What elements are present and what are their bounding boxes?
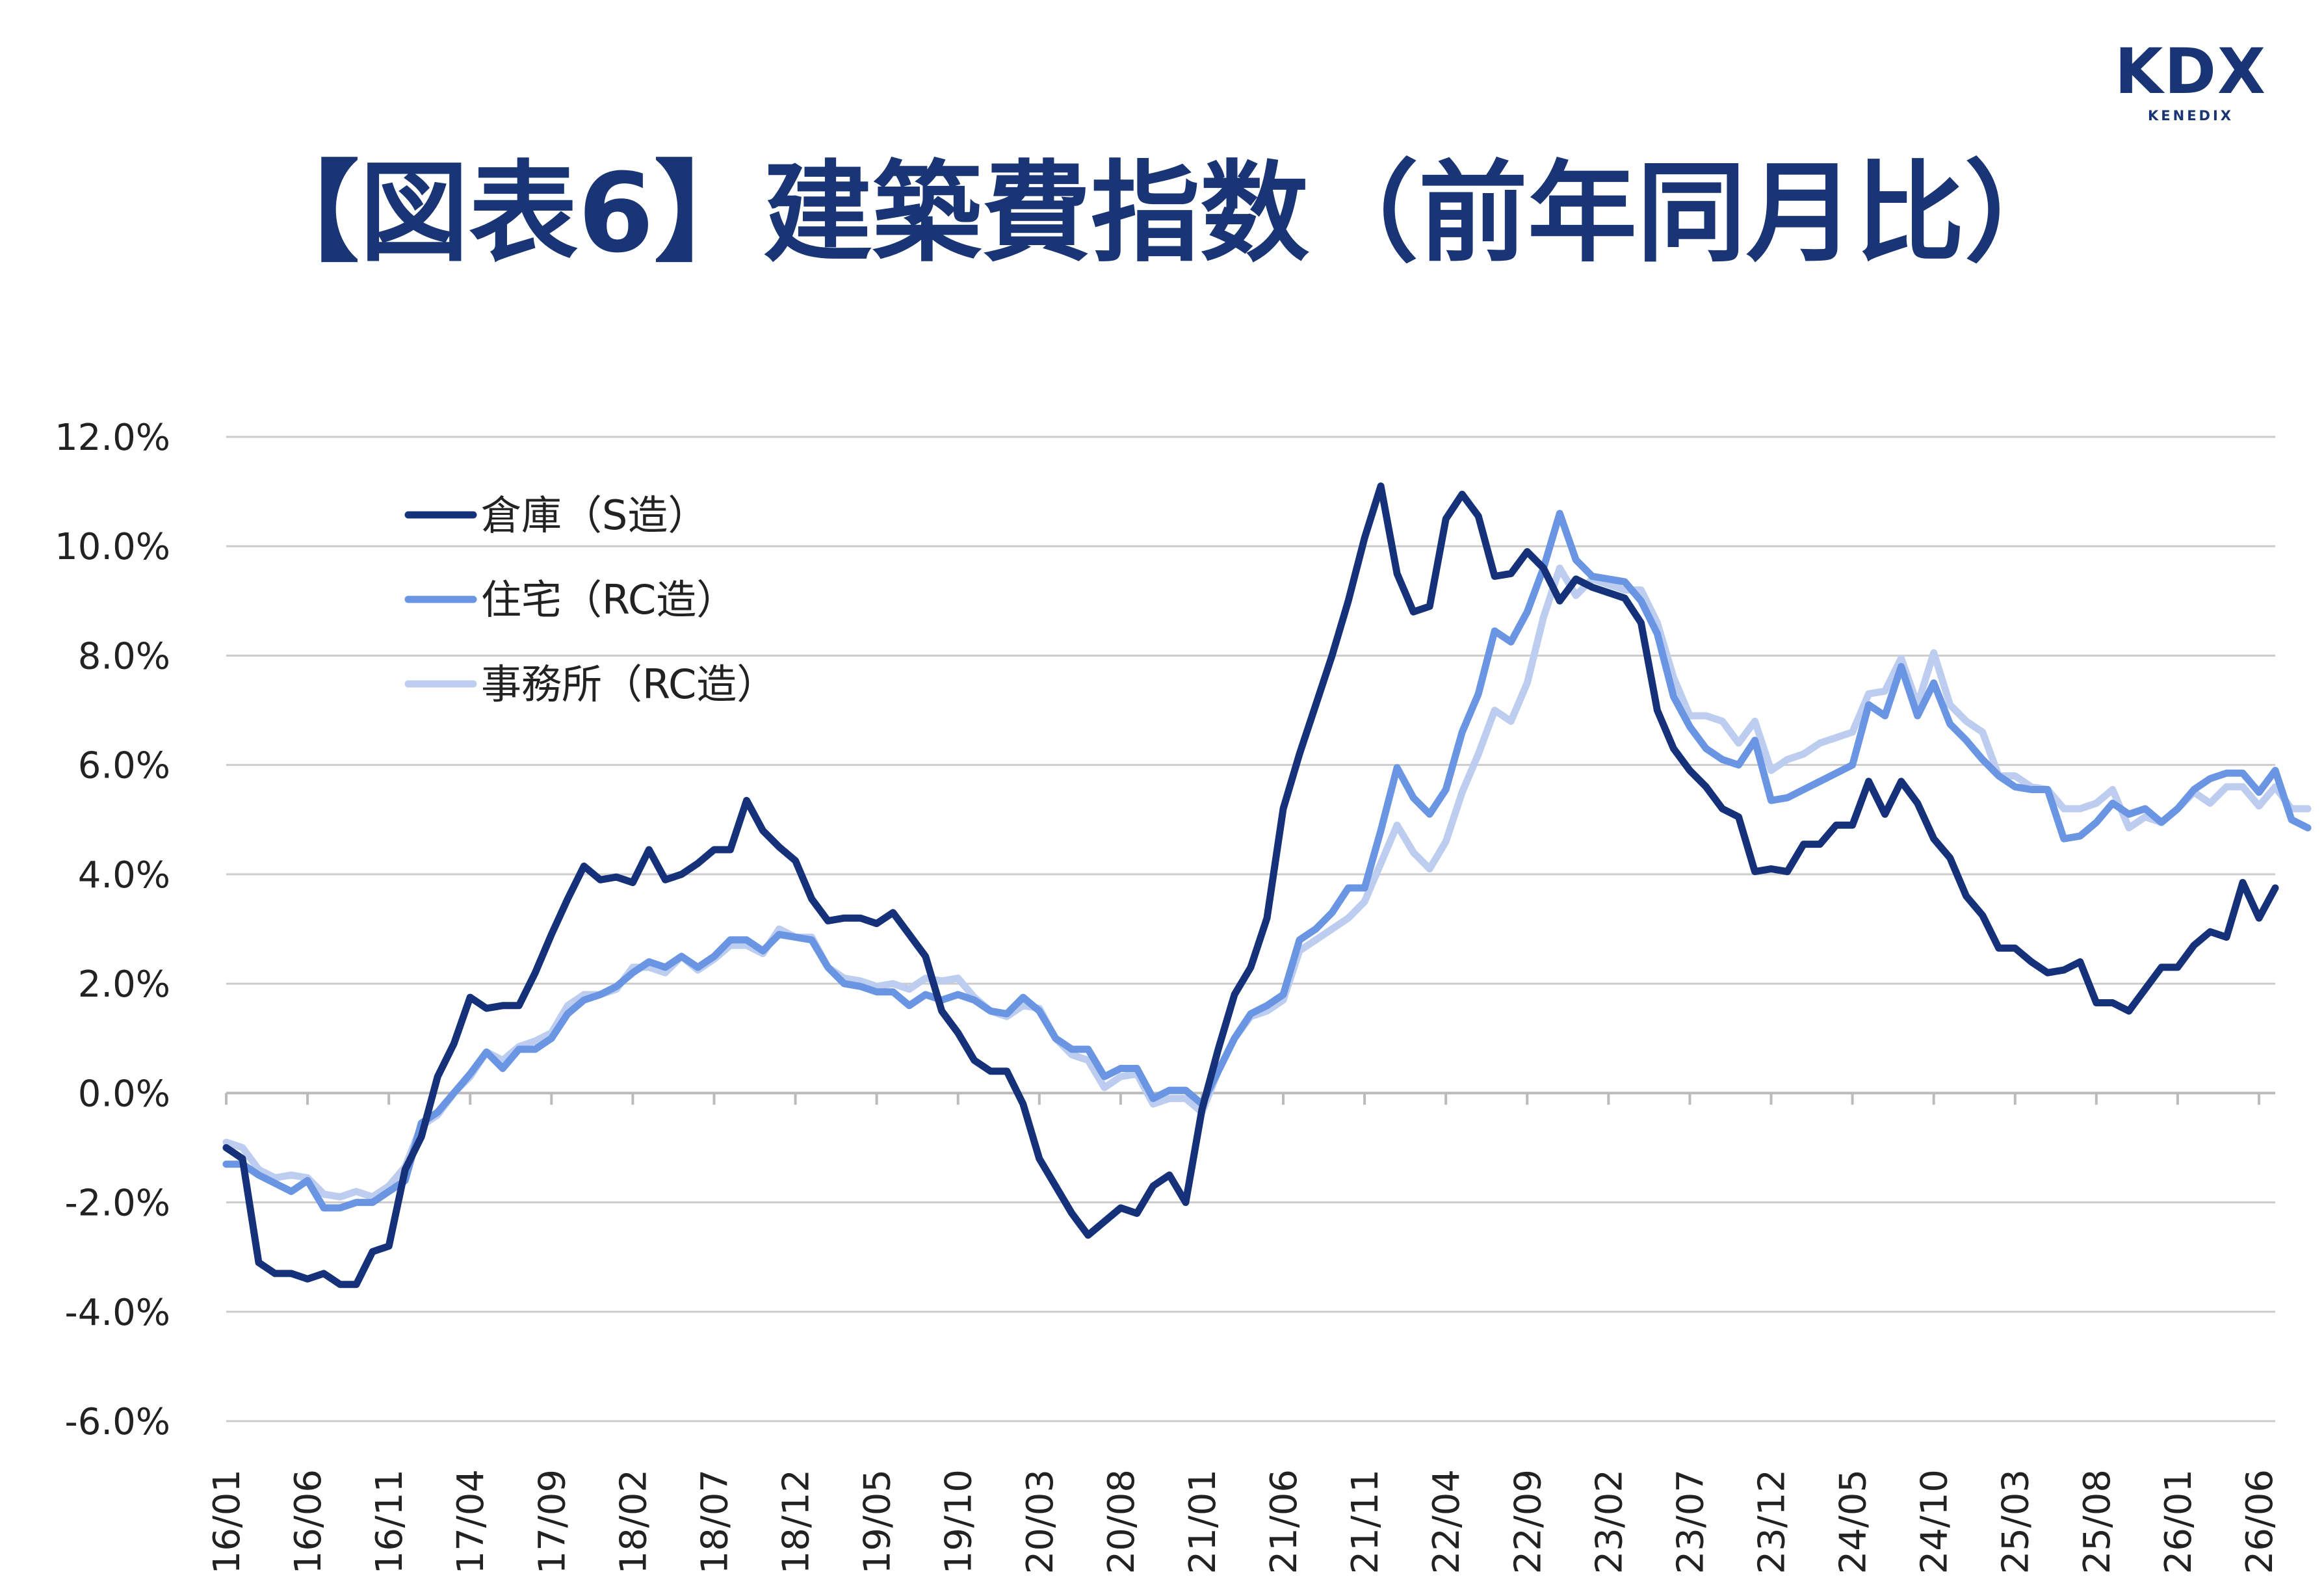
y-tick-label: -4.0% <box>65 1292 170 1334</box>
x-tick-label: 18/12 <box>776 1469 818 1574</box>
series-housing-line <box>222 510 2312 1212</box>
grid-lines <box>226 436 2275 1422</box>
x-tick-label: 17/09 <box>531 1469 573 1574</box>
x-tick-label: 19/05 <box>857 1469 899 1574</box>
x-tick-label: 19/10 <box>938 1469 980 1574</box>
x-axis <box>225 1092 2275 1105</box>
x-tick-label: 26/06 <box>2239 1469 2281 1574</box>
x-tick-label: 21/01 <box>1182 1469 1224 1574</box>
y-tick-label: 4.0% <box>78 854 170 896</box>
y-tick-label: 12.0% <box>55 417 170 459</box>
legend-label: 倉庫（S造） <box>481 491 708 539</box>
series-lines <box>222 482 2312 1289</box>
legend-label: 住宅（RC造） <box>481 576 737 623</box>
y-tick-label: 6.0% <box>78 745 170 787</box>
x-tick-label: 22/04 <box>1426 1469 1468 1574</box>
x-tick-labels: 16/01 16/06 16/11 17/04 17/09 18/02 18/07 18/12… <box>206 1469 2281 1574</box>
legend-label: 事務所（RC造） <box>481 661 777 708</box>
x-tick-label: 23/02 <box>1588 1469 1630 1574</box>
x-tick-label: 21/06 <box>1263 1469 1305 1574</box>
series-warehouse-line <box>222 482 2279 1289</box>
x-tick-label: 16/06 <box>287 1469 330 1574</box>
x-tick-label: 24/10 <box>1914 1469 1956 1574</box>
x-tick-label: 16/01 <box>206 1469 248 1574</box>
y-tick-label: -2.0% <box>65 1183 170 1225</box>
y-tick-labels: 12.0% 10.0% 8.0% 6.0% 4.0% 2.0% 0.0% -2.0% -4.0%… <box>55 417 170 1443</box>
x-tick-label: 17/04 <box>450 1469 492 1574</box>
y-tick-label: 2.0% <box>78 963 170 1006</box>
x-tick-label: 18/07 <box>694 1469 736 1574</box>
x-tick-label: 20/03 <box>1019 1469 1062 1574</box>
x-tick-label: 26/01 <box>2158 1469 2200 1574</box>
chart-title: 【図表6】建築費指数（前年同月比） <box>250 150 2074 277</box>
y-tick-label: 10.0% <box>55 526 170 568</box>
x-tick-label: 21/11 <box>1344 1469 1387 1574</box>
legend: 倉庫（S造） 住宅（RC造） 事務所（RC造） <box>404 491 777 708</box>
x-tick-label: 18/02 <box>612 1469 655 1574</box>
series-office-line <box>222 564 2312 1201</box>
x-tick-label: 25/03 <box>1995 1469 2037 1574</box>
kdx-logo: KDX KENEDIX <box>2106 40 2275 125</box>
x-tick-label: 23/07 <box>1669 1469 1712 1574</box>
x-tick-label: 16/11 <box>369 1469 411 1574</box>
x-tick-label: 20/08 <box>1101 1469 1143 1574</box>
y-tick-label: -6.0% <box>65 1401 170 1443</box>
x-tick-label: 23/12 <box>1751 1469 1794 1574</box>
y-tick-label: 0.0% <box>78 1073 170 1115</box>
x-tick-label: 22/09 <box>1507 1469 1549 1574</box>
y-tick-label: 8.0% <box>78 635 170 677</box>
x-tick-label: 24/05 <box>1833 1469 1875 1574</box>
x-tick-label: 25/08 <box>2076 1469 2119 1574</box>
logo-subtext: KENEDIX <box>2148 108 2234 124</box>
logo-text: KDX <box>2114 35 2267 108</box>
